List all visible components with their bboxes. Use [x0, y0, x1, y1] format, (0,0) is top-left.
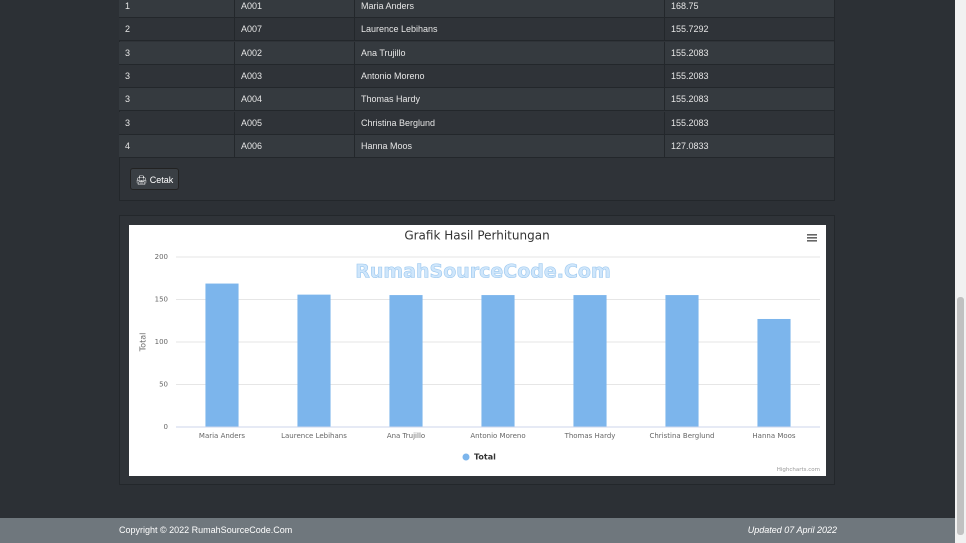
table-cell: Ana Trujillo — [355, 41, 665, 65]
table-cell: 155.2083 — [665, 41, 835, 65]
legend-label: Total — [474, 453, 496, 462]
table-cell: A002 — [235, 41, 355, 65]
menu-icon[interactable] — [807, 234, 817, 242]
y-tick-label: 150 — [155, 296, 168, 304]
bar — [481, 295, 515, 427]
table-cell: 3 — [119, 88, 235, 112]
table-cell: A006 — [235, 134, 355, 158]
table-cell: 155.2083 — [665, 64, 835, 88]
legend-symbol — [462, 453, 470, 461]
print-button[interactable]: 🖨 Cetak — [130, 168, 179, 190]
table-cell: 168.75 — [665, 0, 835, 18]
table-cell: 127.0833 — [665, 134, 835, 158]
table-cell: Christina Berglund — [355, 111, 665, 135]
table-cell: A004 — [235, 88, 355, 112]
table-cell: Antonio Moreno — [355, 64, 665, 88]
watermark: RumahSourceCode.Com — [355, 261, 611, 283]
table-cell: 3 — [119, 41, 235, 65]
credits[interactable]: Highcharts.com — [777, 467, 820, 473]
bar — [205, 283, 239, 427]
table-cell: 155.7292 — [665, 18, 835, 42]
table-cell: 3 — [119, 111, 235, 135]
x-tick-label: Hanna Moos — [752, 432, 796, 440]
y-tick-label: 0 — [164, 423, 168, 431]
scrollbar[interactable] — [955, 0, 966, 543]
bar — [297, 294, 331, 427]
bar — [665, 295, 699, 427]
table-cell: 155.2083 — [665, 88, 835, 112]
x-tick-label: Christina Berglund — [649, 432, 714, 440]
table-cell: 2 — [119, 18, 235, 42]
footer: Copyright © 2022 RumahSourceCode.Com Upd… — [0, 518, 955, 543]
table-cell: 4 — [119, 134, 235, 158]
table-cell: A003 — [235, 64, 355, 88]
y-axis-label: Total — [139, 333, 148, 353]
x-tick-label: Thomas Hardy — [564, 432, 616, 440]
table-cell: 155.2083 — [665, 111, 835, 135]
table-cell: Laurence Lebihans — [355, 18, 665, 42]
copyright: Copyright © 2022 RumahSourceCode.Com — [119, 525, 293, 535]
table-cell: 1 — [119, 0, 235, 18]
scroll-thumb[interactable] — [957, 297, 964, 535]
bar — [389, 295, 423, 427]
table-cell: A007 — [235, 18, 355, 42]
table-cell: Hanna Moos — [355, 134, 665, 158]
table-cell: Thomas Hardy — [355, 88, 665, 112]
x-tick-label: Laurence Lebihans — [281, 432, 347, 440]
table-cell: 3 — [119, 64, 235, 88]
x-tick-label: Maria Anders — [199, 432, 246, 440]
table-cell: Maria Anders — [355, 0, 665, 18]
x-tick-label: Antonio Moreno — [470, 432, 525, 440]
bar — [757, 318, 791, 427]
chart: Grafik Hasil Perhitungan RumahSourceCode… — [129, 225, 826, 476]
y-tick-label: 100 — [155, 338, 168, 346]
button-label: Cetak — [149, 175, 174, 185]
chart-title: Grafik Hasil Perhitungan — [404, 229, 549, 243]
table-cell: A001 — [235, 0, 355, 18]
x-tick-label: Ana Trujillo — [387, 432, 425, 440]
y-tick-label: 50 — [159, 381, 168, 389]
bar — [573, 295, 607, 427]
table-cell: A005 — [235, 111, 355, 135]
updated: Updated 07 April 2022 — [747, 525, 837, 535]
y-tick-label: 200 — [155, 253, 168, 261]
